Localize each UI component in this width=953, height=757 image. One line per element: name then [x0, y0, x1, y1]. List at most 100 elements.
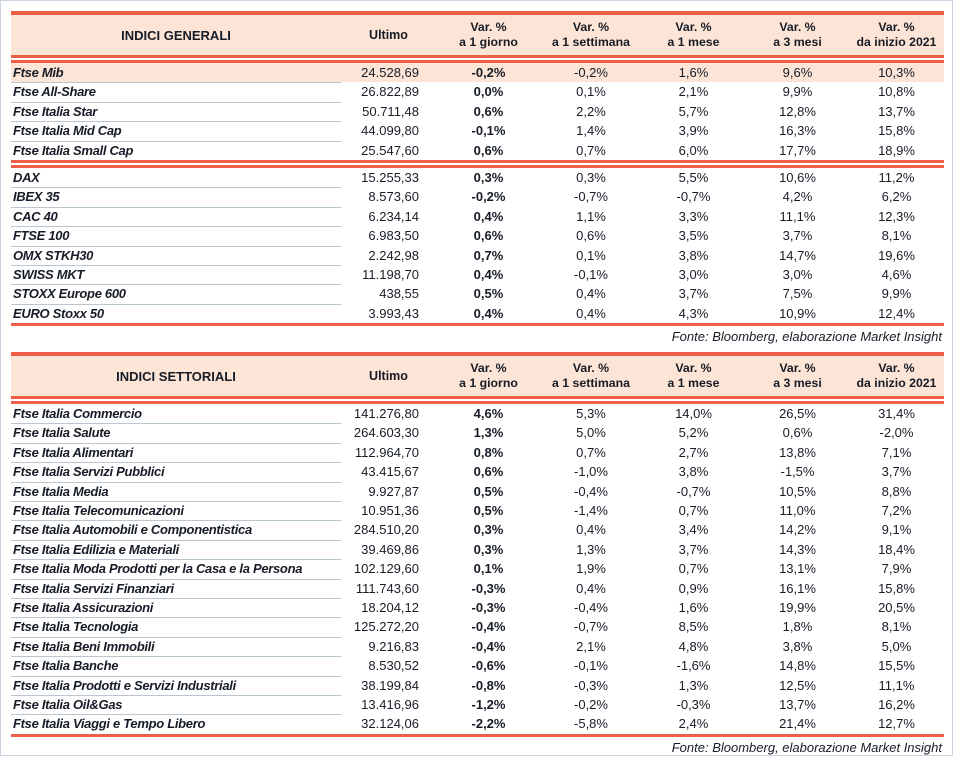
var-1-month: 0,7%: [678, 503, 709, 519]
var-1-month: 8,5%: [678, 619, 709, 635]
var-ytd-2021: 3,7%: [881, 464, 912, 480]
index-name: Ftse Italia Servizi Finanziari: [11, 579, 341, 599]
var-1-day: 1,3%: [473, 425, 504, 441]
var-3-months: 10,6%: [779, 169, 816, 185]
general-indices-table: INDICI GENERALI Ultimo Var. % a 1 giorno…: [11, 11, 944, 346]
var-1-week: 2,1%: [576, 638, 606, 654]
var-3-months: 14,2%: [779, 522, 816, 538]
var-ytd-2021: 15,5%: [878, 658, 915, 674]
var-1-day: -0,2%: [471, 189, 506, 205]
column-header-title: INDICI GENERALI: [121, 27, 231, 43]
var-1-week: 0,7%: [576, 444, 606, 460]
var-ytd-2021: 10,8%: [878, 84, 915, 100]
var-1-day: 0,5%: [473, 483, 504, 499]
var-1-week: 5,3%: [576, 406, 606, 422]
table-row: Ftse Italia Beni Immobili 9.216,83 -0,4%…: [11, 637, 944, 658]
index-name: Ftse Italia Beni Immobili: [11, 637, 341, 658]
var-3-months: 13,1%: [779, 561, 816, 577]
var-ytd-2021: 6,2%: [881, 189, 912, 205]
var-1-month: 3,5%: [678, 228, 709, 244]
index-name: IBEX 35: [11, 187, 341, 208]
table-row: Ftse Italia Small Cap 25.547,60 0,6% 0,7…: [11, 141, 944, 160]
table-body: Ftse Mib 24.528,69 -0,2% -0,2% 1,6% 9,6%…: [11, 63, 944, 323]
index-name: Ftse Italia Edilizia e Materiali: [11, 540, 341, 561]
var-1-week: 0,1%: [576, 84, 606, 100]
var-3-months: 0,6%: [782, 425, 813, 441]
var-1-month: 3,3%: [678, 208, 709, 224]
table-row: Ftse Italia Mid Cap 44.099,80 -0,1% 1,4%…: [11, 121, 944, 142]
column-header-var-1m: Var. % a 1 mese: [667, 361, 720, 391]
last-value: 38.199,84: [361, 677, 419, 693]
var-ytd-2021: 9,1%: [881, 522, 912, 538]
var-1-week: 0,3%: [576, 169, 606, 185]
table-row: Ftse Italia Assicurazioni 18.204,12 -0,3…: [11, 598, 944, 619]
index-name: Ftse Italia Star: [11, 102, 341, 123]
last-value: 141.276,80: [353, 406, 419, 422]
sector-indices-table: INDICI SETTORIALI Ultimo Var. % a 1 gior…: [11, 352, 944, 757]
table-row: CAC 40 6.234,14 0,4% 1,1% 3,3% 11,1% 12,…: [11, 207, 944, 228]
table-row: Ftse Italia Alimentari 112.964,70 0,8% 0…: [11, 443, 944, 464]
var-1-month: 1,3%: [678, 677, 709, 693]
var-1-month: 0,7%: [678, 561, 709, 577]
index-name: Ftse Italia Small Cap: [13, 142, 134, 158]
var-1-week: 0,4%: [576, 286, 606, 302]
index-name: Ftse Italia Banche: [11, 656, 341, 677]
last-value: 264.603,30: [353, 425, 419, 441]
table-body: Ftse Italia Commercio 141.276,80 4,6% 5,…: [11, 404, 944, 734]
var-3-months: 19,9%: [779, 599, 816, 615]
table-row: Ftse All-Share 26.822,89 0,0% 0,1% 2,1% …: [11, 82, 944, 103]
var-1-week: -1,4%: [574, 503, 608, 519]
var-1-month: 2,7%: [678, 444, 709, 460]
var-3-months: 12,5%: [779, 677, 816, 693]
var-3-months: 1,8%: [782, 619, 813, 635]
group-divider-rule: [11, 159, 944, 168]
var-1-month: 5,2%: [678, 425, 709, 441]
var-1-day: 0,3%: [473, 169, 504, 185]
var-ytd-2021: 7,9%: [881, 561, 912, 577]
last-value: 6.983,50: [368, 228, 419, 244]
var-1-week: 5,0%: [576, 425, 606, 441]
index-name: Ftse Italia Tecnologia: [11, 617, 341, 638]
var-ytd-2021: 18,9%: [878, 142, 915, 158]
var-ytd-2021: 8,8%: [881, 483, 912, 499]
column-header-var-1d: Var. % a 1 giorno: [459, 361, 518, 391]
var-1-month: -0,7%: [676, 483, 711, 499]
var-1-day: -0,3%: [471, 599, 506, 615]
index-name: Ftse Italia Prodotti e Servizi Industria…: [11, 676, 341, 696]
table-bottom-border: [11, 733, 944, 737]
var-1-month: 5,7%: [678, 103, 709, 119]
column-header-ultimo: Ultimo: [369, 369, 408, 384]
var-ytd-2021: 12,4%: [878, 305, 915, 321]
var-1-day: -0,3%: [471, 580, 506, 596]
var-1-day: -0,2%: [471, 65, 506, 80]
last-value: 9.927,87: [368, 483, 419, 499]
last-value: 15.255,33: [361, 169, 419, 185]
index-name: Ftse Italia Servizi Pubblici: [11, 462, 341, 483]
last-value: 43.415,67: [361, 464, 419, 480]
column-header-var-1w: Var. % a 1 settimana: [552, 361, 630, 391]
var-ytd-2021: 15,8%: [878, 123, 915, 139]
table-top-border: [11, 352, 944, 357]
var-1-day: 0,3%: [473, 522, 504, 538]
last-value: 8.530,52: [368, 658, 419, 674]
last-value: 18.204,12: [361, 599, 419, 615]
table-row: Ftse Italia Oil&Gas 13.416,96 -1,2% -0,2…: [11, 695, 944, 716]
var-3-months: 9,6%: [782, 65, 813, 80]
var-1-day: 0,4%: [473, 208, 504, 224]
var-1-week: 0,6%: [576, 228, 606, 244]
last-value: 6.234,14: [368, 208, 419, 224]
var-1-day: 0,6%: [473, 142, 504, 158]
var-3-months: 4,2%: [782, 189, 813, 205]
var-1-month: -0,3%: [676, 696, 711, 712]
table-row: DAX 15.255,33 0,3% 0,3% 5,5% 10,6% 11,2%: [11, 168, 944, 189]
var-1-month: 3,9%: [678, 123, 709, 139]
var-ytd-2021: 7,2%: [881, 503, 912, 519]
var-1-week: -0,4%: [574, 599, 608, 615]
column-header-title: INDICI SETTORIALI: [116, 368, 236, 384]
last-value: 2.242,98: [368, 247, 419, 263]
index-name: FTSE 100: [11, 226, 341, 247]
var-3-months: 16,1%: [779, 580, 816, 596]
table-row: Ftse Mib 24.528,69 -0,2% -0,2% 1,6% 9,6%…: [11, 63, 944, 84]
var-3-months: 12,8%: [779, 103, 816, 119]
var-ytd-2021: 10,3%: [878, 65, 915, 80]
